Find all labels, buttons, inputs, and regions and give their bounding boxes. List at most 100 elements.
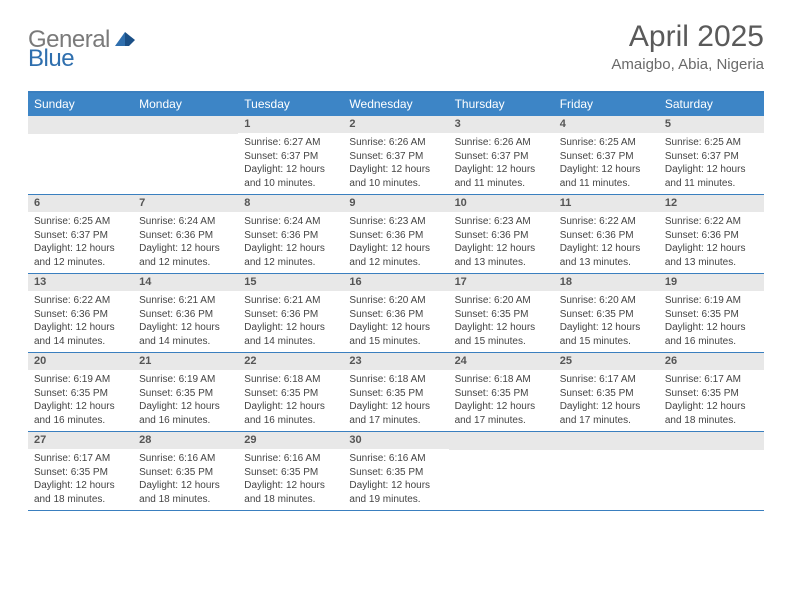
day-line: Sunrise: 6:24 AM (139, 215, 232, 229)
week-row: 1Sunrise: 6:27 AMSunset: 6:37 PMDaylight… (28, 116, 764, 195)
day-line: Sunset: 6:35 PM (34, 387, 127, 401)
empty-day-header (449, 432, 554, 450)
day-body: Sunrise: 6:18 AMSunset: 6:35 PMDaylight:… (449, 370, 554, 431)
day-cell: 30Sunrise: 6:16 AMSunset: 6:35 PMDayligh… (343, 432, 448, 510)
day-cell: 3Sunrise: 6:26 AMSunset: 6:37 PMDaylight… (449, 116, 554, 194)
day-number: 22 (238, 353, 343, 370)
day-number: 15 (238, 274, 343, 291)
day-cell: 21Sunrise: 6:19 AMSunset: 6:35 PMDayligh… (133, 353, 238, 431)
day-line: and 11 minutes. (455, 177, 548, 191)
day-body: Sunrise: 6:20 AMSunset: 6:35 PMDaylight:… (554, 291, 659, 352)
day-line: Sunrise: 6:17 AM (34, 452, 127, 466)
dow-cell: Sunday (28, 93, 133, 116)
day-number: 26 (659, 353, 764, 370)
day-line: Sunrise: 6:18 AM (349, 373, 442, 387)
day-line: Daylight: 12 hours (34, 479, 127, 493)
day-cell: 27Sunrise: 6:17 AMSunset: 6:35 PMDayligh… (28, 432, 133, 510)
day-body: Sunrise: 6:24 AMSunset: 6:36 PMDaylight:… (238, 212, 343, 273)
day-line: Sunrise: 6:16 AM (244, 452, 337, 466)
day-body: Sunrise: 6:16 AMSunset: 6:35 PMDaylight:… (343, 449, 448, 510)
dow-cell: Thursday (449, 93, 554, 116)
day-line: and 17 minutes. (455, 414, 548, 428)
day-number: 11 (554, 195, 659, 212)
day-number: 29 (238, 432, 343, 449)
day-line: Sunset: 6:35 PM (455, 308, 548, 322)
day-number: 24 (449, 353, 554, 370)
day-line: Daylight: 12 hours (665, 400, 758, 414)
day-number: 1 (238, 116, 343, 133)
day-line: Sunset: 6:35 PM (349, 387, 442, 401)
day-number: 13 (28, 274, 133, 291)
day-cell: 6Sunrise: 6:25 AMSunset: 6:37 PMDaylight… (28, 195, 133, 273)
day-cell: 24Sunrise: 6:18 AMSunset: 6:35 PMDayligh… (449, 353, 554, 431)
day-cell (449, 432, 554, 510)
day-line: Sunrise: 6:25 AM (34, 215, 127, 229)
day-body: Sunrise: 6:18 AMSunset: 6:35 PMDaylight:… (343, 370, 448, 431)
day-body: Sunrise: 6:24 AMSunset: 6:36 PMDaylight:… (133, 212, 238, 273)
day-line: Daylight: 12 hours (244, 163, 337, 177)
day-cell: 19Sunrise: 6:19 AMSunset: 6:35 PMDayligh… (659, 274, 764, 352)
day-line: and 14 minutes. (139, 335, 232, 349)
day-number: 14 (133, 274, 238, 291)
day-line: and 12 minutes. (349, 256, 442, 270)
dow-cell: Friday (554, 93, 659, 116)
day-body: Sunrise: 6:18 AMSunset: 6:35 PMDaylight:… (238, 370, 343, 431)
day-body: Sunrise: 6:16 AMSunset: 6:35 PMDaylight:… (238, 449, 343, 510)
day-cell: 9Sunrise: 6:23 AMSunset: 6:36 PMDaylight… (343, 195, 448, 273)
day-number: 27 (28, 432, 133, 449)
day-line: Sunrise: 6:21 AM (139, 294, 232, 308)
day-cell: 2Sunrise: 6:26 AMSunset: 6:37 PMDaylight… (343, 116, 448, 194)
day-number: 2 (343, 116, 448, 133)
day-line: Sunrise: 6:19 AM (34, 373, 127, 387)
day-body: Sunrise: 6:20 AMSunset: 6:36 PMDaylight:… (343, 291, 448, 352)
day-line: Sunrise: 6:17 AM (665, 373, 758, 387)
day-cell: 20Sunrise: 6:19 AMSunset: 6:35 PMDayligh… (28, 353, 133, 431)
day-line: Daylight: 12 hours (560, 242, 653, 256)
day-cell: 15Sunrise: 6:21 AMSunset: 6:36 PMDayligh… (238, 274, 343, 352)
day-cell: 26Sunrise: 6:17 AMSunset: 6:35 PMDayligh… (659, 353, 764, 431)
day-line: and 12 minutes. (244, 256, 337, 270)
day-body: Sunrise: 6:27 AMSunset: 6:37 PMDaylight:… (238, 133, 343, 194)
day-line: Sunrise: 6:22 AM (34, 294, 127, 308)
day-of-week-row: SundayMondayTuesdayWednesdayThursdayFrid… (28, 93, 764, 116)
day-line: Sunset: 6:36 PM (349, 308, 442, 322)
day-line: and 18 minutes. (665, 414, 758, 428)
day-line: Daylight: 12 hours (349, 400, 442, 414)
day-body: Sunrise: 6:19 AMSunset: 6:35 PMDaylight:… (28, 370, 133, 431)
day-line: Daylight: 12 hours (455, 242, 548, 256)
day-body: Sunrise: 6:22 AMSunset: 6:36 PMDaylight:… (659, 212, 764, 273)
day-number: 4 (554, 116, 659, 133)
day-body: Sunrise: 6:26 AMSunset: 6:37 PMDaylight:… (449, 133, 554, 194)
calendar: SundayMondayTuesdayWednesdayThursdayFrid… (28, 91, 764, 511)
day-line: Daylight: 12 hours (349, 321, 442, 335)
day-line: and 16 minutes. (244, 414, 337, 428)
day-number: 19 (659, 274, 764, 291)
day-body: Sunrise: 6:21 AMSunset: 6:36 PMDaylight:… (238, 291, 343, 352)
day-line: Daylight: 12 hours (560, 400, 653, 414)
week-row: 27Sunrise: 6:17 AMSunset: 6:35 PMDayligh… (28, 432, 764, 511)
day-line: Daylight: 12 hours (665, 242, 758, 256)
day-number: 9 (343, 195, 448, 212)
day-line: Sunset: 6:36 PM (349, 229, 442, 243)
day-body: Sunrise: 6:22 AMSunset: 6:36 PMDaylight:… (554, 212, 659, 273)
day-cell (554, 432, 659, 510)
day-body: Sunrise: 6:17 AMSunset: 6:35 PMDaylight:… (659, 370, 764, 431)
day-line: Sunrise: 6:25 AM (665, 136, 758, 150)
day-line: Daylight: 12 hours (455, 400, 548, 414)
day-line: Sunset: 6:36 PM (665, 229, 758, 243)
day-line: Sunset: 6:36 PM (244, 229, 337, 243)
day-line: Sunset: 6:35 PM (665, 308, 758, 322)
day-line: Sunset: 6:36 PM (34, 308, 127, 322)
day-cell (133, 116, 238, 194)
day-number: 6 (28, 195, 133, 212)
day-line: Sunset: 6:36 PM (455, 229, 548, 243)
day-line: and 18 minutes. (244, 493, 337, 507)
day-line: Sunrise: 6:23 AM (349, 215, 442, 229)
day-line: and 11 minutes. (560, 177, 653, 191)
day-line: and 13 minutes. (455, 256, 548, 270)
day-line: Daylight: 12 hours (244, 242, 337, 256)
day-line: Sunrise: 6:23 AM (455, 215, 548, 229)
day-body: Sunrise: 6:17 AMSunset: 6:35 PMDaylight:… (554, 370, 659, 431)
week-row: 20Sunrise: 6:19 AMSunset: 6:35 PMDayligh… (28, 353, 764, 432)
day-line: Sunset: 6:36 PM (139, 308, 232, 322)
